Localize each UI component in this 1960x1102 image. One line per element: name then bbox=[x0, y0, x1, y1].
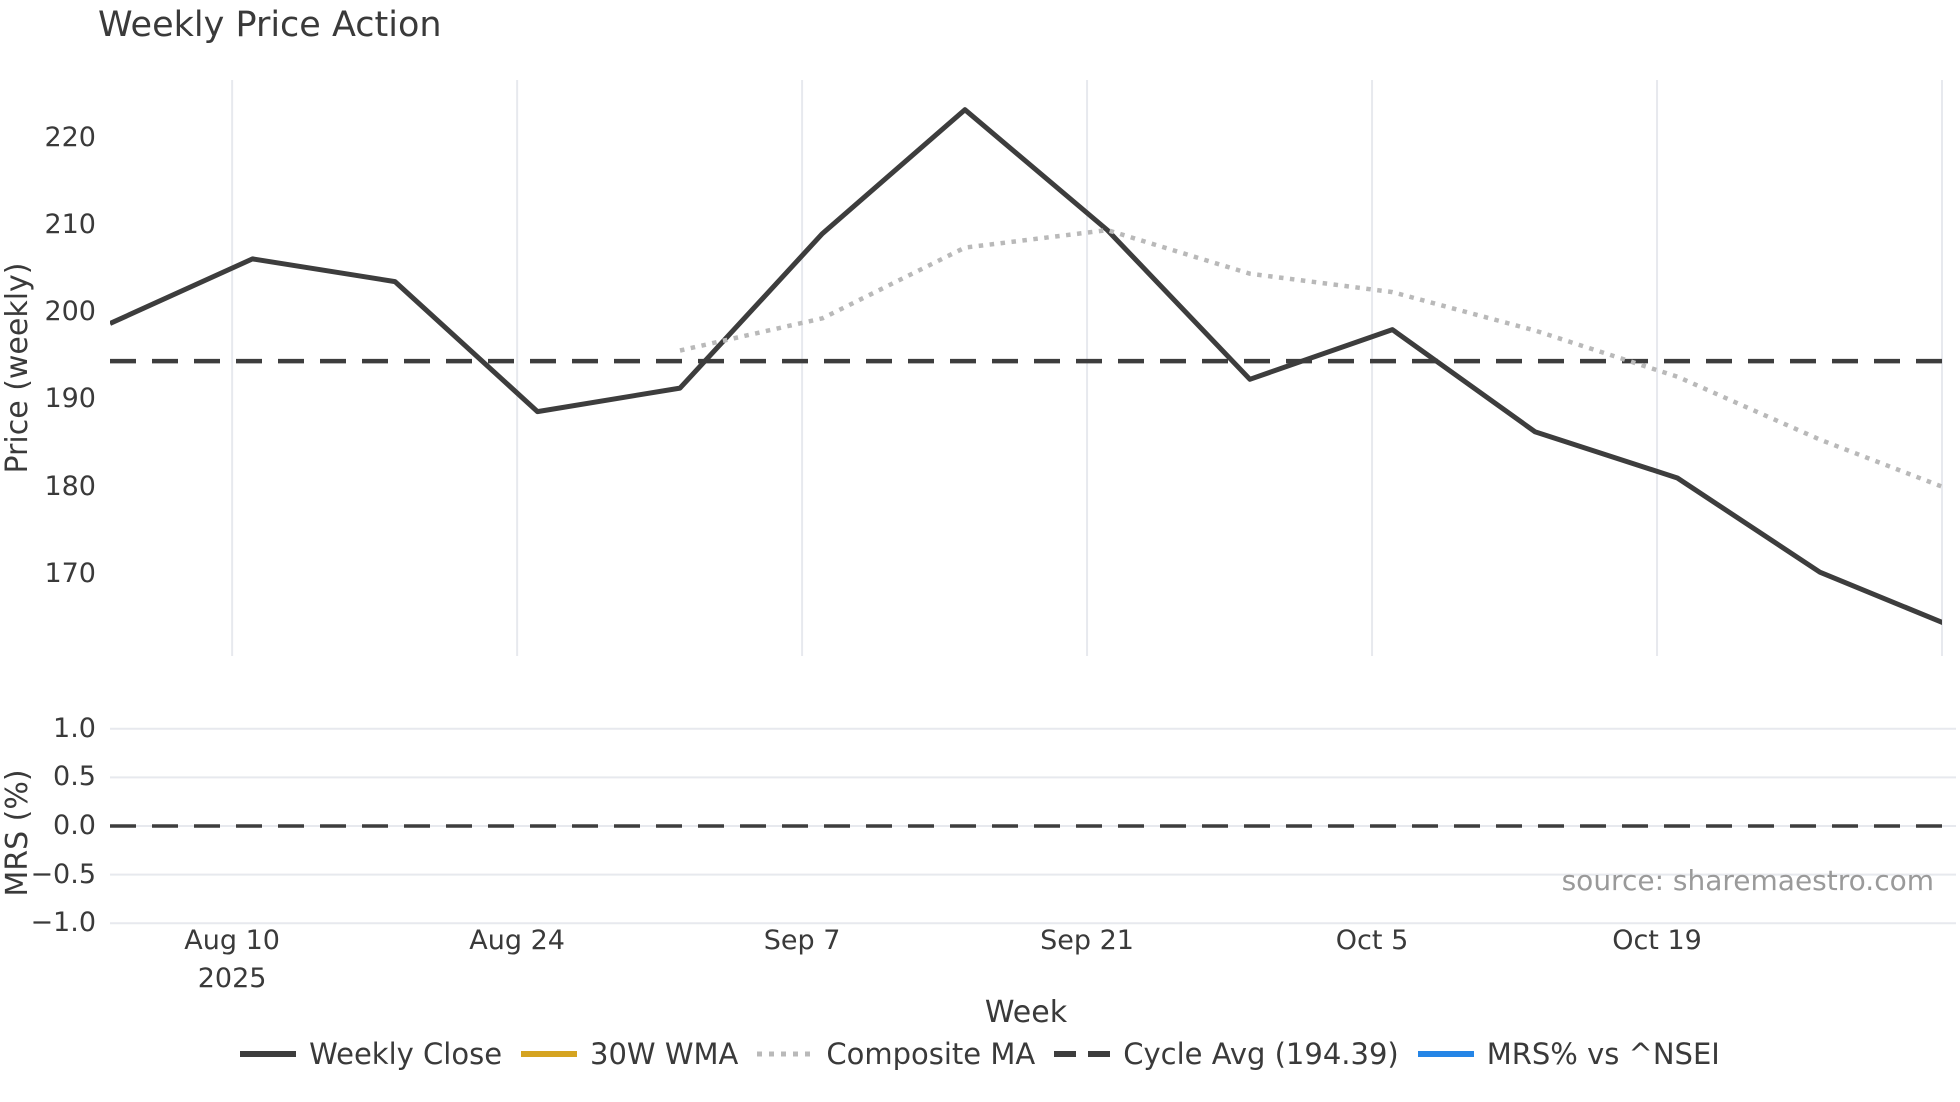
legend-label: Weekly Close bbox=[309, 1037, 503, 1071]
legend-swatch-dashed-icon bbox=[1054, 1051, 1111, 1057]
legend-swatch-dotted-icon bbox=[757, 1051, 814, 1057]
legend-swatch-solid-icon bbox=[240, 1051, 297, 1057]
x-tick-label: Oct 5 bbox=[1335, 925, 1409, 956]
legend: Weekly Close 30W WMA Composite MA Cycle Avg… bbox=[0, 1034, 1960, 1074]
legend-item-mrs-vs-nsei: MRS% vs ^NSEI bbox=[1417, 1037, 1720, 1071]
mrs-y-tick-label: −1.0 bbox=[30, 907, 96, 939]
legend-item-30w-wma: 30W WMA bbox=[521, 1037, 738, 1071]
legend-item-cycle-avg-194-39: Cycle Avg (194.39) bbox=[1054, 1037, 1399, 1071]
source-attribution: source: sharemaestro.com bbox=[1561, 864, 1934, 897]
x-tick-label: Aug 24 bbox=[469, 925, 565, 956]
price-y-tick-label: 190 bbox=[44, 383, 96, 415]
x-tick-label: Sep 7 bbox=[763, 925, 841, 956]
price-y-tick-label: 200 bbox=[44, 296, 96, 328]
x-tick-label: Oct 19 bbox=[1612, 925, 1702, 956]
chart-title: Weekly Price Action bbox=[98, 5, 442, 45]
x-tick-label: Aug 10 2025 bbox=[184, 925, 280, 994]
legend-item-weekly-close: Weekly Close bbox=[240, 1037, 502, 1071]
price-y-tick-label: 210 bbox=[44, 208, 96, 240]
mrs-y-tick-label: 0.0 bbox=[53, 810, 96, 841]
legend-label: Composite MA bbox=[826, 1037, 1036, 1071]
mrs-y-tick-label: 0.5 bbox=[53, 761, 96, 793]
weekly-close-line bbox=[110, 107, 1942, 626]
price-y-tick-label: 170 bbox=[44, 557, 96, 589]
legend-label: 30W WMA bbox=[590, 1037, 739, 1071]
legend-swatch-solid-icon bbox=[1417, 1051, 1474, 1057]
mrs-y-tick-label: 1.0 bbox=[53, 712, 96, 744]
price-y-tick-label: 220 bbox=[44, 121, 96, 153]
legend-label: Cycle Avg (194.39) bbox=[1123, 1037, 1399, 1071]
legend-swatch-solid-icon bbox=[521, 1051, 578, 1057]
price-y-tick-label: 180 bbox=[44, 470, 96, 502]
legend-item-composite-ma: Composite MA bbox=[757, 1037, 1035, 1071]
x-axis-label: Week bbox=[984, 995, 1068, 1030]
mrs-y-tick-label: −0.5 bbox=[30, 858, 96, 890]
x-tick-label: Sep 21 bbox=[1040, 925, 1134, 956]
legend-label: MRS% vs ^NSEI bbox=[1486, 1037, 1720, 1071]
